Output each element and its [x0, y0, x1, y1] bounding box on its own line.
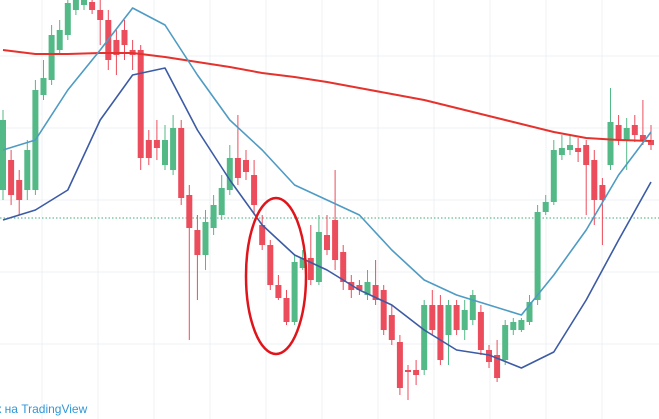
candle-body: [275, 285, 282, 298]
candle-body: [599, 185, 606, 200]
candle-body: [324, 235, 330, 250]
candle-body: [97, 10, 104, 20]
candle-body: [615, 125, 622, 140]
candle-body: [396, 342, 403, 388]
candle-body: [348, 282, 355, 290]
candle-body: [332, 220, 339, 260]
candle-body: [469, 295, 476, 320]
candle-body: [259, 225, 266, 245]
candle-body: [445, 305, 452, 335]
candle-body: [48, 35, 55, 80]
candle-body: [607, 122, 614, 165]
candle-body: [558, 148, 565, 155]
candle-body: [210, 205, 217, 228]
candle-body: [226, 158, 233, 190]
candle-body: [315, 232, 322, 282]
candle-body: [145, 140, 152, 158]
candle-body: [113, 40, 120, 55]
candle-body: [388, 315, 395, 340]
candle-body: [8, 160, 15, 195]
candle-body: [153, 140, 160, 148]
candle-body: [494, 355, 501, 378]
candle-body: [299, 258, 306, 268]
candle-body: [234, 158, 241, 178]
candle-body: [534, 212, 541, 300]
candle-body: [81, 0, 87, 5]
candle-body: [291, 262, 298, 322]
candle-body: [510, 322, 517, 330]
candle-body: [623, 128, 630, 140]
candle-body: [162, 140, 168, 165]
candle-body: [429, 305, 436, 330]
candle-body: [486, 350, 492, 362]
indicator-line: [2, 49, 652, 142]
candle-body: [477, 312, 484, 350]
candle-body: [0, 120, 6, 190]
candle-body: [542, 202, 549, 212]
candle-body: [575, 148, 582, 152]
candle-body: [372, 285, 379, 300]
candle-body: [413, 370, 420, 375]
candle-body: [137, 50, 144, 158]
watermark: к на TradingView: [0, 402, 88, 416]
candle-body: [186, 195, 193, 228]
candle-body: [421, 305, 428, 370]
candle-body: [567, 145, 573, 150]
candle-body: [24, 150, 31, 190]
candle-body: [364, 282, 371, 295]
candle-body: [437, 305, 444, 360]
candle-body: [518, 320, 525, 330]
candle-body: [453, 305, 460, 330]
candle-body: [251, 175, 258, 205]
candle-body: [170, 128, 177, 170]
candle-body: [202, 222, 209, 255]
candle-body: [218, 188, 225, 215]
indicator-line: [2, 7, 652, 316]
candle-body: [283, 298, 290, 322]
candle-body: [591, 160, 598, 200]
candle-body: [307, 258, 314, 280]
candle-body: [639, 135, 646, 140]
candle-body: [380, 290, 387, 330]
candle-body: [267, 245, 274, 285]
candle-body: [461, 310, 468, 330]
candle-body: [56, 30, 63, 50]
candle-body: [64, 3, 71, 35]
candle-body: [178, 128, 185, 198]
candle-body: [583, 145, 590, 165]
candle-body: [72, 0, 79, 10]
candle-body: [631, 125, 638, 135]
candle-body: [40, 78, 47, 95]
candle-body: [502, 325, 509, 360]
candle-body: [243, 160, 249, 172]
candle-body: [356, 285, 363, 290]
indicator-line: [2, 67, 652, 369]
candle-body: [194, 230, 201, 255]
annotation-ellipse: [244, 196, 308, 356]
candle-body: [89, 2, 96, 10]
candle-body: [405, 370, 411, 372]
candle-body: [648, 140, 654, 145]
candle-body: [550, 150, 557, 202]
candle-body: [340, 252, 347, 282]
candle-body: [121, 30, 128, 45]
candle-body: [16, 180, 23, 200]
candle-body: [526, 302, 533, 322]
